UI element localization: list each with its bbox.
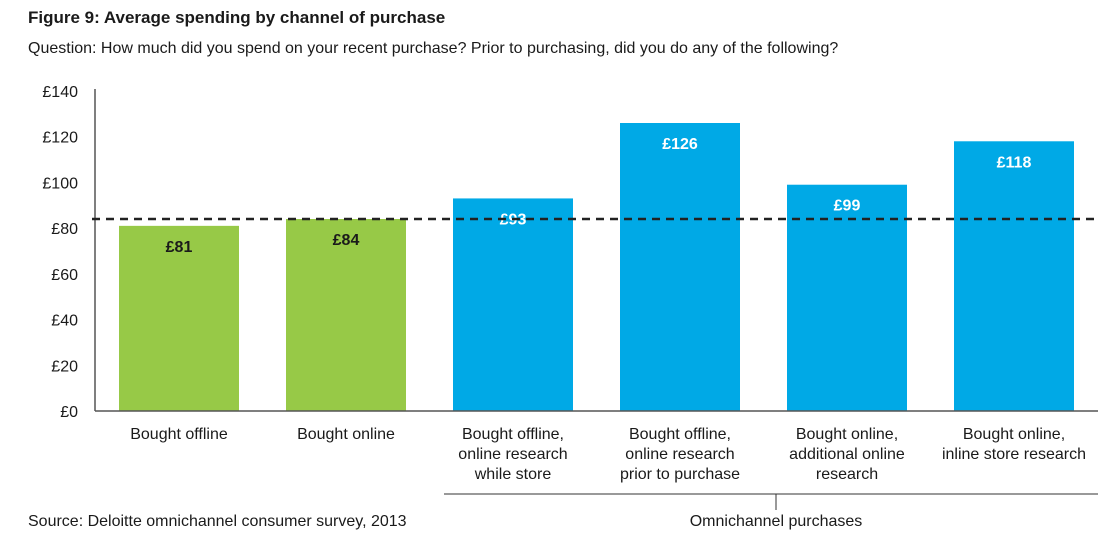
bar-value-label: £118	[997, 154, 1032, 171]
x-tick-label: Bought online	[297, 426, 395, 443]
bar	[620, 123, 740, 411]
x-tick-label: Bought online,	[796, 426, 898, 443]
chart-title: Figure 9: Average spending by channel of…	[28, 8, 446, 27]
y-tick-label: £40	[51, 313, 78, 330]
x-tick-label: prior to purchase	[620, 466, 740, 483]
x-tick-label: additional online	[789, 446, 905, 463]
x-tick-label: Bought offline	[130, 426, 228, 443]
bar-value-label: £126	[662, 136, 698, 153]
x-tick-label: online research	[458, 446, 567, 463]
bar	[119, 225, 239, 411]
y-tick-label: £120	[42, 130, 78, 147]
bar	[453, 198, 573, 411]
group-label: Omnichannel purchases	[689, 513, 863, 530]
x-tick-label: Bought online,	[963, 426, 1065, 443]
x-tick-label: Bought offline,	[462, 426, 564, 443]
bar-value-label: £84	[333, 232, 360, 249]
source-note: Source: Deloitte omnichannel consumer su…	[28, 513, 407, 530]
x-tick-label: Bought offline,	[629, 426, 731, 443]
bar	[286, 219, 406, 411]
y-tick-label: £20	[51, 358, 78, 375]
y-tick-label: £80	[51, 221, 78, 238]
y-tick-label: £60	[51, 267, 78, 284]
bar-value-label: £99	[834, 198, 861, 215]
bar	[954, 141, 1074, 412]
x-tick-label: research	[816, 466, 878, 483]
chart-subtitle: Question: How much did you spend on your…	[28, 40, 839, 57]
x-tick-label: online research	[625, 446, 734, 463]
bar-value-label: £81	[166, 239, 193, 256]
y-tick-label: £0	[60, 404, 78, 421]
bar	[787, 184, 907, 411]
y-tick-label: £140	[42, 84, 78, 101]
y-tick-label: £100	[42, 175, 78, 192]
x-tick-label: while store	[474, 466, 552, 483]
x-tick-label: inline store research	[942, 446, 1086, 463]
